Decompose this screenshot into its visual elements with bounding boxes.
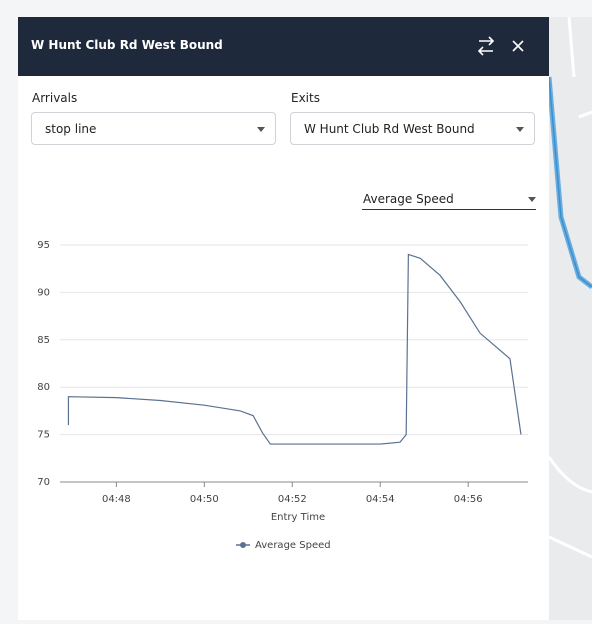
arrivals-select[interactable]: stop line <box>31 112 276 145</box>
map-roads <box>546 16 592 559</box>
x-tick-label: 04:50 <box>190 494 219 505</box>
y-tick-label: 95 <box>37 240 50 251</box>
header-icons[interactable] <box>473 32 533 62</box>
panel: W Hunt Club Rd West Bound Arrivals stop … <box>18 17 549 620</box>
y-tick-label: 70 <box>37 477 50 488</box>
metric-select[interactable]: Average Speed <box>362 191 536 210</box>
x-tick-label: 04:56 <box>454 494 483 505</box>
exits-label: Exits <box>291 91 320 105</box>
x-tick-label: 04:48 <box>102 494 131 505</box>
y-tick-label: 80 <box>37 382 50 393</box>
y-tick-label: 85 <box>37 335 50 346</box>
x-axis-title: Entry Time <box>271 512 325 523</box>
legend-label: Average Speed <box>255 540 331 551</box>
exits-value: W Hunt Club Rd West Bound <box>304 122 475 136</box>
line-series <box>67 253 522 445</box>
y-tick-label: 90 <box>37 287 50 298</box>
arrivals-value: stop line <box>45 122 97 136</box>
panel-title: W Hunt Club Rd West Bound <box>31 38 223 52</box>
y-tick-label: 75 <box>37 430 50 441</box>
map-background <box>546 16 592 620</box>
exits-select[interactable]: W Hunt Club Rd West Bound <box>290 112 535 145</box>
panel-header: W Hunt Club Rd West Bound <box>18 17 549 76</box>
legend-marker-dot <box>240 542 246 548</box>
arrivals-label: Arrivals <box>32 91 78 105</box>
x-tick-label: 04:52 <box>278 494 307 505</box>
metric-value: Average Speed <box>363 192 454 206</box>
x-tick-label: 04:54 <box>366 494 395 505</box>
